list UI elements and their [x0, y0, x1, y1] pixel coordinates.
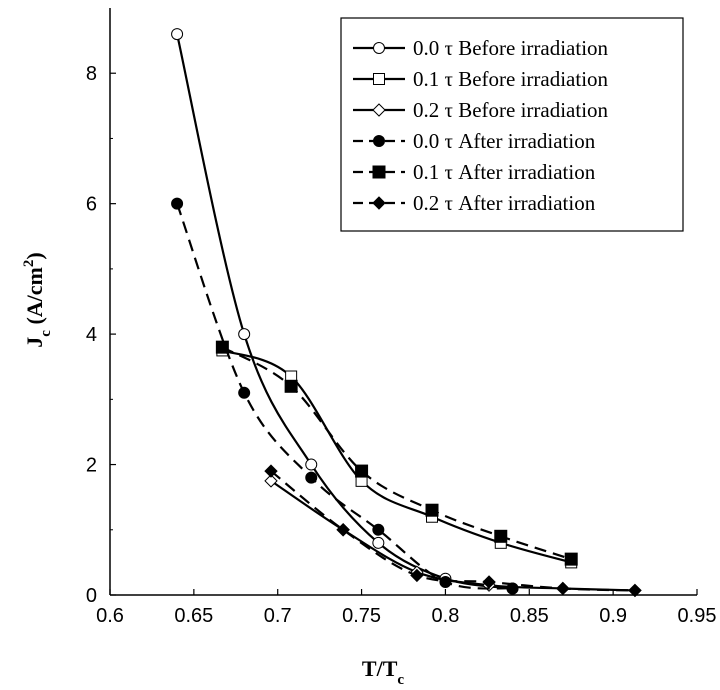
legend-label: 0.1 τ After irradiation	[413, 160, 596, 184]
x-axis-title: T/Tc	[362, 656, 404, 688]
series-layer	[171, 28, 642, 598]
y-axis-title-unit-close: )	[22, 252, 47, 259]
legend-marker	[373, 73, 385, 85]
y-axis-title-sup: 2	[21, 260, 37, 268]
legend-label: 0.2 τ Before irradiation	[413, 98, 609, 122]
data-point	[494, 529, 508, 543]
x-tick-label: 0.85	[510, 605, 549, 627]
data-point	[628, 583, 642, 598]
y-axis-title-unit: (A/cm	[22, 267, 47, 330]
legend-marker	[372, 165, 386, 179]
data-point	[215, 340, 229, 354]
y-tick-label: 4	[86, 324, 97, 346]
data-point	[506, 582, 519, 595]
series-line	[221, 349, 572, 564]
legend-marker	[373, 42, 385, 54]
data-point	[556, 581, 570, 596]
series-6	[264, 464, 642, 598]
y-axis-title: Jc (A/cm2)	[21, 252, 54, 347]
data-point	[305, 458, 318, 471]
y-axis-title-sub: c	[38, 330, 54, 337]
data-point	[284, 379, 298, 393]
x-tick-label: 0.65	[174, 605, 213, 627]
series-2	[216, 344, 578, 569]
legend: 0.0 τ Before irradiation 0.1 τ Before irr…	[340, 17, 684, 232]
data-point	[372, 523, 385, 536]
x-tick-label: 0.75	[342, 605, 381, 627]
x-axis-title-main: T/T	[362, 656, 398, 681]
x-axis-title-sub: c	[397, 672, 404, 688]
legend-box	[340, 17, 684, 232]
x-tick-label: 0.6	[96, 605, 124, 627]
y-tick-label: 0	[86, 585, 97, 607]
series-line	[221, 346, 572, 561]
data-point	[564, 552, 578, 566]
x-tick-label: 0.7	[264, 605, 292, 627]
x-tick-label: 0.95	[678, 605, 717, 627]
legend-label: 0.2 τ After irradiation	[413, 191, 596, 215]
y-tick-label: 6	[86, 194, 97, 216]
data-point	[482, 575, 496, 589]
legend-marker	[372, 196, 386, 210]
legend-label: 0.0 τ Before irradiation	[413, 36, 609, 60]
legend-marker	[373, 135, 385, 147]
series-line	[270, 470, 635, 592]
plot-area	[109, 8, 697, 596]
data-point	[238, 386, 251, 399]
data-point	[238, 328, 251, 341]
series-3	[264, 474, 642, 598]
x-tick-label: 0.9	[599, 605, 627, 627]
y-tick-label: 8	[86, 63, 97, 85]
legend-label: 0.1 τ Before irradiation	[413, 67, 609, 91]
data-point	[410, 568, 424, 583]
y-axis-title-main: J	[22, 337, 47, 348]
series-line	[270, 479, 635, 592]
data-point	[171, 197, 184, 210]
series-4	[171, 197, 519, 595]
axis-ticks	[109, 72, 698, 596]
x-tick-label: 0.8	[432, 605, 460, 627]
legend-label: 0.0 τ After irradiation	[413, 129, 596, 153]
y-tick-label: 2	[86, 455, 97, 477]
data-point	[305, 471, 318, 484]
legend-marker	[372, 103, 386, 117]
data-point	[425, 503, 439, 517]
data-point	[372, 536, 385, 549]
series-5	[215, 340, 578, 566]
data-point	[264, 464, 278, 478]
tick-labels: 0.6 0.65 0.7 0.75 0.8 0.85 0.9 0.95 0 2 4 6 8	[86, 63, 717, 627]
data-point	[171, 28, 184, 41]
data-point	[264, 474, 278, 488]
data-point	[355, 464, 369, 478]
data-point	[336, 523, 350, 537]
